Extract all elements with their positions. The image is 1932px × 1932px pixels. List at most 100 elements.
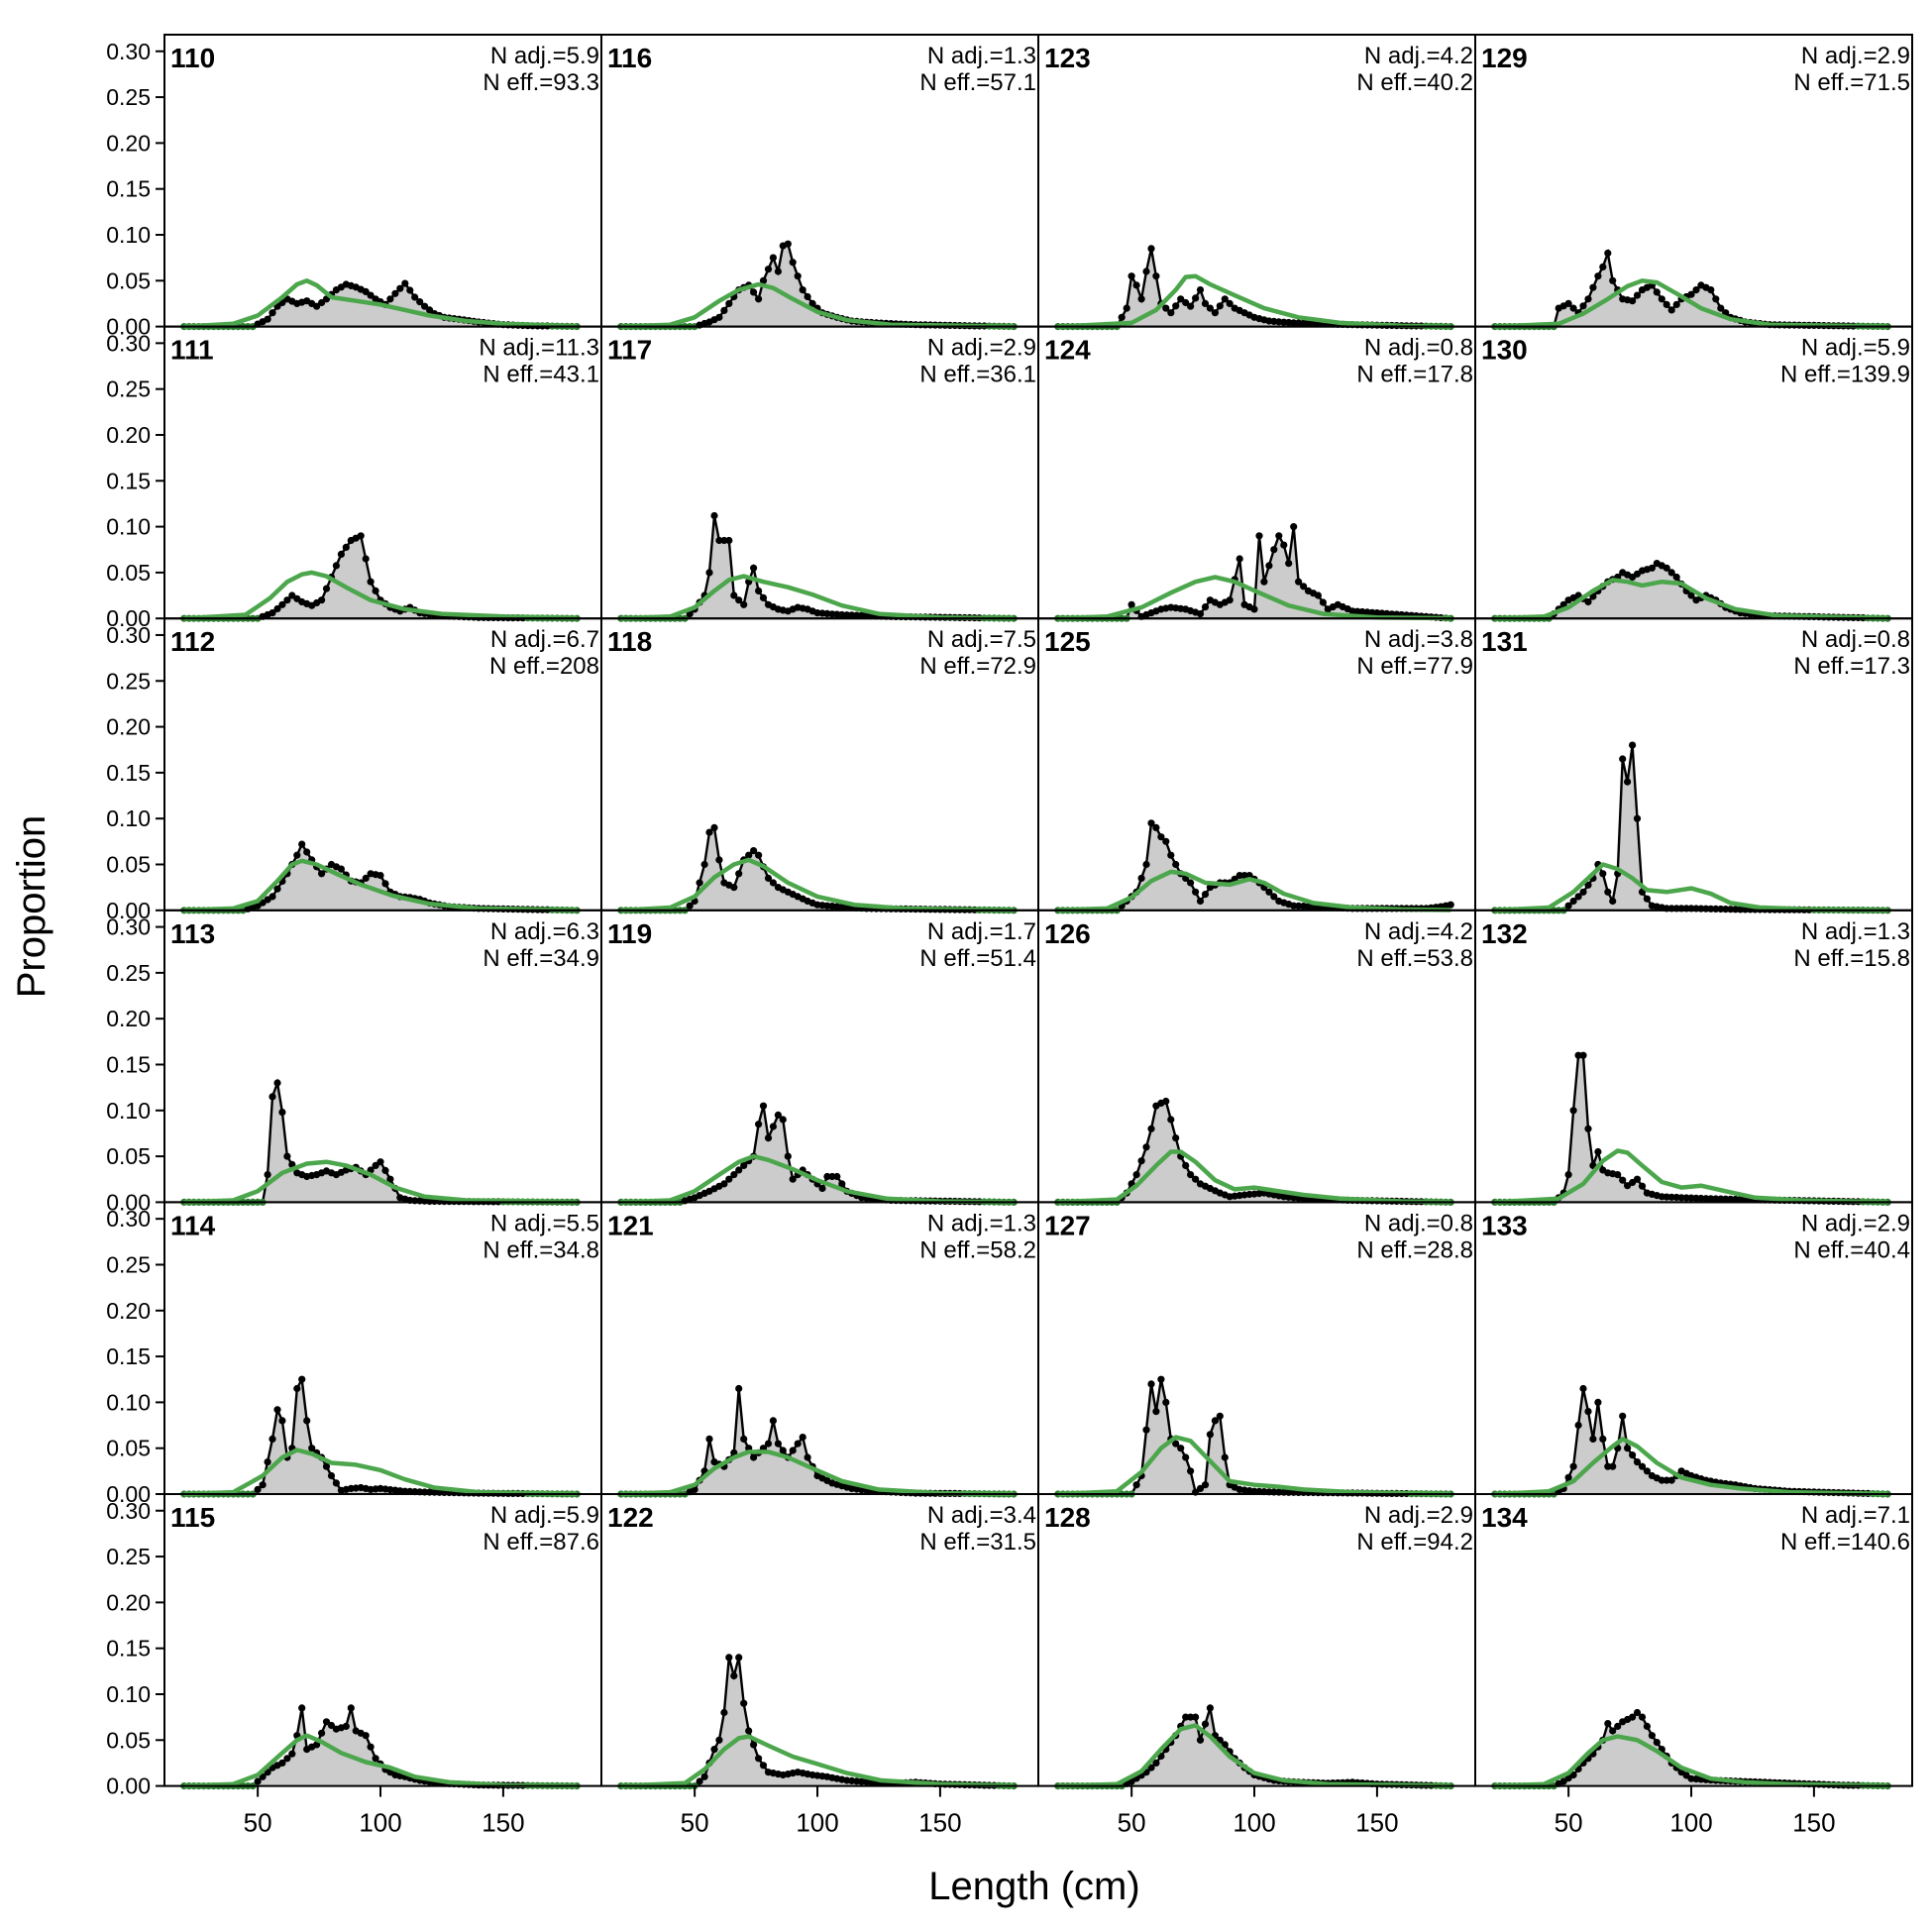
obs-point xyxy=(1599,1435,1607,1443)
obs-point xyxy=(1265,562,1273,570)
panel-115: 115 N adj.=5.9N eff.=87.6 0.00 0.05 0.10 0.15… xyxy=(106,1493,602,1838)
obs-point xyxy=(818,1184,826,1193)
obs-point xyxy=(1196,610,1205,618)
obs-point xyxy=(759,1762,768,1770)
obs-point xyxy=(362,874,370,883)
obs-point xyxy=(715,1736,723,1744)
n-adj-label: N adj.=4.2 xyxy=(1364,918,1473,945)
n-adj-label: N adj.=6.7 xyxy=(490,626,599,653)
obs-point xyxy=(1314,591,1322,599)
expected-line-125 xyxy=(1057,869,1451,913)
x-tick-label: 50 xyxy=(681,1808,709,1838)
obs-point xyxy=(1609,1462,1617,1470)
y-tick-label: 0.20 xyxy=(106,422,151,448)
panel-121: 121 N adj.=1.3N eff.=58.2 xyxy=(600,1201,1039,1498)
panel-116: 116 N adj.=1.3N eff.=57.1 xyxy=(600,34,1039,331)
observed-area-115 xyxy=(183,1707,578,1786)
obs-point xyxy=(799,286,806,294)
n-eff-label: N eff.=51.4 xyxy=(919,945,1036,972)
panel-label: 128 xyxy=(1044,1502,1091,1533)
obs-point xyxy=(273,604,281,613)
obs-point xyxy=(735,1166,743,1174)
expected-line-111 xyxy=(183,570,578,621)
obs-point xyxy=(769,254,778,262)
obs-point xyxy=(391,289,399,297)
y-tick-label: 0.25 xyxy=(106,376,151,402)
observed-points-127 xyxy=(1054,1375,1454,1498)
obs-point xyxy=(1201,1720,1210,1728)
observed-line-122 xyxy=(620,1657,1015,1787)
obs-point xyxy=(1609,276,1617,284)
observed-points-134 xyxy=(1491,1708,1891,1790)
panel-126: 126 N adj.=4.2N eff.=53.8 xyxy=(1037,909,1476,1206)
obs-point xyxy=(1599,870,1607,878)
observed-points-117 xyxy=(617,511,1018,622)
n-adj-label: N adj.=2.9 xyxy=(1801,1210,1910,1236)
obs-point xyxy=(769,1123,778,1130)
y-tick-label: 0.25 xyxy=(106,84,151,110)
obs-point xyxy=(268,309,276,317)
obs-point xyxy=(367,578,375,586)
obs-point xyxy=(1594,1147,1602,1156)
y-tick-label: 0.20 xyxy=(106,1589,151,1615)
obs-point xyxy=(1280,541,1288,549)
obs-point xyxy=(1142,268,1150,275)
obs-point xyxy=(1638,1462,1647,1470)
y-tick-label: 0.10 xyxy=(106,222,151,248)
n-eff-label: N eff.=71.5 xyxy=(1793,69,1910,96)
obs-point xyxy=(1579,888,1587,896)
obs-point xyxy=(705,1435,713,1443)
y-tick-label: 0.00 xyxy=(106,1481,151,1507)
y-tick-label: 0.10 xyxy=(106,1098,151,1124)
n-adj-label: N adj.=5.9 xyxy=(1801,335,1910,362)
panel-label: 129 xyxy=(1481,43,1528,73)
n-adj-label: N adj.=5.5 xyxy=(490,1210,599,1236)
obs-point xyxy=(318,1729,326,1737)
x-axis-115: 50 100 150 xyxy=(244,1785,525,1838)
obs-point xyxy=(1672,300,1680,308)
obs-point xyxy=(1295,578,1303,586)
obs-point xyxy=(411,293,419,301)
panel-border xyxy=(1474,1493,1913,1787)
obs-point xyxy=(774,1440,783,1448)
panel-label: 119 xyxy=(607,918,652,949)
panel-label: 114 xyxy=(170,1210,216,1240)
panel-label: 123 xyxy=(1044,43,1091,73)
panel-label: 132 xyxy=(1481,918,1528,949)
panel-label: 111 xyxy=(170,335,214,366)
obs-point xyxy=(755,851,763,859)
y-tick-label: 0.20 xyxy=(106,1298,151,1324)
obs-point xyxy=(1172,1440,1180,1448)
obs-point xyxy=(710,1746,718,1754)
y-axis-label: Proportion xyxy=(10,815,54,999)
obs-point xyxy=(293,1384,301,1393)
obs-point xyxy=(401,279,409,287)
obs-point xyxy=(1162,1398,1170,1406)
obs-point xyxy=(1604,888,1612,896)
obs-point xyxy=(1157,1375,1165,1383)
n-adj-label: N adj.=1.7 xyxy=(927,918,1036,945)
obs-point xyxy=(372,1161,379,1169)
observed-area-130 xyxy=(1494,563,1888,619)
obs-point xyxy=(784,1152,792,1160)
obs-point xyxy=(1206,1704,1214,1712)
panel-label: 134 xyxy=(1481,1502,1528,1533)
obs-point xyxy=(1187,302,1195,310)
obs-point xyxy=(1624,1445,1632,1452)
obs-point xyxy=(725,536,733,545)
obs-point xyxy=(416,298,424,306)
obs-point xyxy=(259,1481,267,1489)
obs-point xyxy=(1177,1445,1185,1452)
n-adj-label: N adj.=7.5 xyxy=(927,626,1036,653)
obs-point xyxy=(1594,272,1602,280)
observed-line-114 xyxy=(183,1375,578,1496)
obs-point xyxy=(254,1485,262,1493)
n-eff-label: N eff.=139.9 xyxy=(1780,362,1910,388)
panel-label: 112 xyxy=(170,626,215,657)
obs-point xyxy=(1172,302,1180,310)
n-eff-label: N eff.=208 xyxy=(489,653,599,680)
obs-point xyxy=(1162,837,1170,845)
y-tick-label: 0.05 xyxy=(106,1727,151,1753)
y-axis-111: 0.00 0.05 0.10 0.15 0.20 0.25 0.30 xyxy=(106,330,164,631)
panel-label: 127 xyxy=(1044,1210,1091,1240)
